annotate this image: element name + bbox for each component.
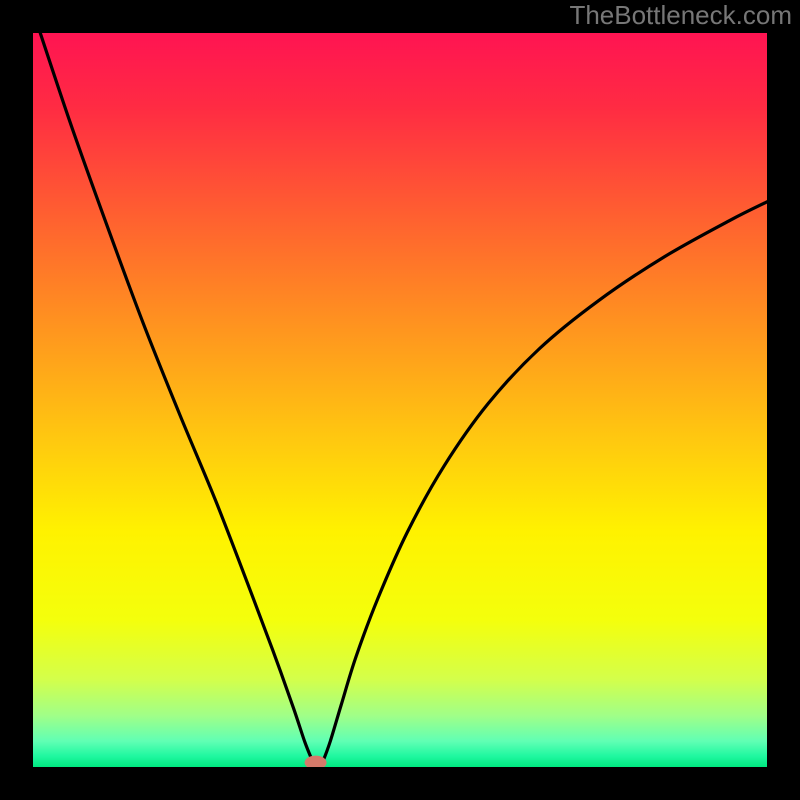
chart-frame: TheBottleneck.com [0, 0, 800, 800]
watermark-text: TheBottleneck.com [569, 0, 792, 31]
plot-area [33, 33, 767, 767]
plot-svg [33, 33, 767, 767]
gradient-background [33, 33, 767, 767]
